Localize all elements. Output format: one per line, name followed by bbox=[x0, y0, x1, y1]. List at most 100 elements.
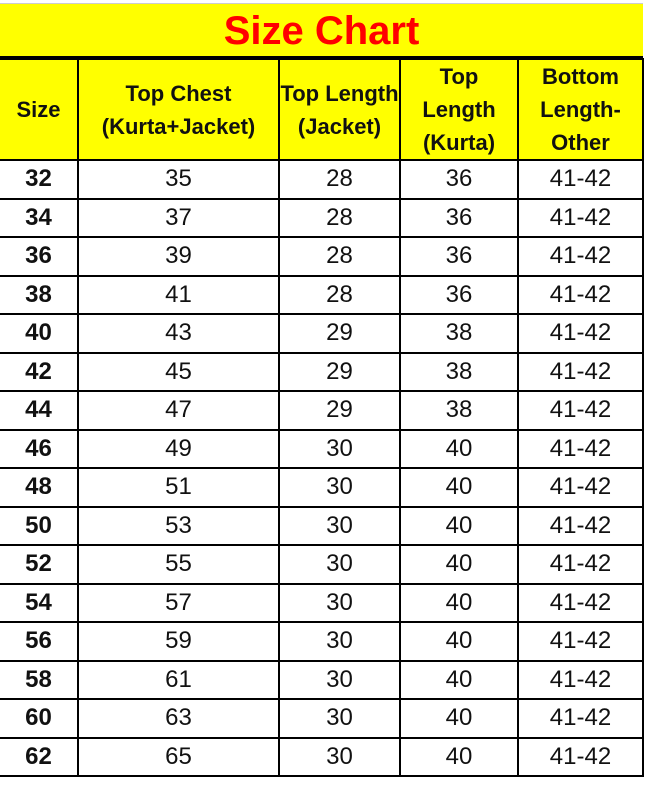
cell-top-length-jacket: 30 bbox=[278, 428, 401, 469]
cell-top-length-kurta: 36 bbox=[399, 159, 519, 200]
cell-top-length-kurta: 40 bbox=[399, 659, 519, 700]
table-row: 40 43 29 38 41-42 bbox=[0, 313, 644, 354]
cell-top-length-kurta: 38 bbox=[399, 313, 519, 354]
table-row: 58 61 30 40 41-42 bbox=[0, 659, 644, 700]
table-row: 48 51 30 40 41-42 bbox=[0, 467, 644, 508]
cell-top-chest: 43 bbox=[77, 313, 280, 354]
cell-size: 34 bbox=[0, 197, 79, 238]
cell-top-chest: 59 bbox=[77, 621, 280, 662]
cell-top-length-jacket: 28 bbox=[278, 274, 401, 315]
cell-top-length-kurta: 40 bbox=[399, 582, 519, 623]
table-row: 38 41 28 36 41-42 bbox=[0, 274, 644, 315]
table-row: 32 35 28 36 41-42 bbox=[0, 159, 644, 200]
cell-top-chest: 57 bbox=[77, 582, 280, 623]
cell-bottom-length: 41-42 bbox=[517, 351, 644, 392]
cell-top-chest: 53 bbox=[77, 505, 280, 546]
header-top-length-jacket: Top Length (Jacket) bbox=[278, 58, 401, 161]
cell-size: 48 bbox=[0, 467, 79, 508]
cell-bottom-length: 41-42 bbox=[517, 659, 644, 700]
table-row: 54 57 30 40 41-42 bbox=[0, 582, 644, 623]
cell-top-length-jacket: 29 bbox=[278, 390, 401, 431]
cell-bottom-length: 41-42 bbox=[517, 390, 644, 431]
header-size: Size bbox=[0, 58, 79, 161]
cell-size: 58 bbox=[0, 659, 79, 700]
table-row: 56 59 30 40 41-42 bbox=[0, 621, 644, 662]
cell-bottom-length: 41-42 bbox=[517, 159, 644, 200]
cell-top-chest: 51 bbox=[77, 467, 280, 508]
cell-bottom-length: 41-42 bbox=[517, 698, 644, 739]
cell-top-chest: 45 bbox=[77, 351, 280, 392]
table-row: 50 53 30 40 41-42 bbox=[0, 505, 644, 546]
cell-top-length-jacket: 29 bbox=[278, 313, 401, 354]
table-row: 52 55 30 40 41-42 bbox=[0, 544, 644, 585]
cell-top-length-kurta: 36 bbox=[399, 197, 519, 238]
cell-top-length-jacket: 29 bbox=[278, 351, 401, 392]
cell-top-chest: 41 bbox=[77, 274, 280, 315]
cell-top-chest: 55 bbox=[77, 544, 280, 585]
cell-top-chest: 37 bbox=[77, 197, 280, 238]
cell-top-chest: 39 bbox=[77, 236, 280, 277]
cell-top-length-kurta: 38 bbox=[399, 390, 519, 431]
cell-bottom-length: 41-42 bbox=[517, 197, 644, 238]
cell-bottom-length: 41-42 bbox=[517, 505, 644, 546]
cell-top-length-jacket: 30 bbox=[278, 698, 401, 739]
table-row: 60 63 30 40 41-42 bbox=[0, 698, 644, 739]
cell-size: 46 bbox=[0, 428, 79, 469]
cell-top-chest: 61 bbox=[77, 659, 280, 700]
cell-top-length-kurta: 36 bbox=[399, 274, 519, 315]
table-row: 36 39 28 36 41-42 bbox=[0, 236, 644, 277]
cell-size: 56 bbox=[0, 621, 79, 662]
cell-bottom-length: 41-42 bbox=[517, 313, 644, 354]
cell-size: 50 bbox=[0, 505, 79, 546]
cell-top-length-jacket: 30 bbox=[278, 736, 401, 777]
header-top-length-kurta: Top Length (Kurta) bbox=[399, 58, 519, 161]
header-top-chest: Top Chest (Kurta+Jacket) bbox=[77, 58, 280, 161]
cell-top-length-jacket: 30 bbox=[278, 505, 401, 546]
cell-top-length-kurta: 40 bbox=[399, 544, 519, 585]
cell-bottom-length: 41-42 bbox=[517, 621, 644, 662]
cell-top-length-jacket: 28 bbox=[278, 197, 401, 238]
cell-top-length-jacket: 28 bbox=[278, 159, 401, 200]
cell-top-length-kurta: 40 bbox=[399, 736, 519, 777]
cell-size: 54 bbox=[0, 582, 79, 623]
cell-bottom-length: 41-42 bbox=[517, 274, 644, 315]
cell-top-length-kurta: 40 bbox=[399, 505, 519, 546]
cell-top-length-kurta: 40 bbox=[399, 467, 519, 508]
cell-top-length-kurta: 36 bbox=[399, 236, 519, 277]
size-table: Size Top Chest (Kurta+Jacket) Top Length… bbox=[0, 58, 644, 777]
cell-top-length-jacket: 30 bbox=[278, 582, 401, 623]
cell-bottom-length: 41-42 bbox=[517, 236, 644, 277]
cell-top-length-kurta: 38 bbox=[399, 351, 519, 392]
chart-title: Size Chart bbox=[0, 4, 643, 58]
cell-top-length-jacket: 30 bbox=[278, 467, 401, 508]
cell-top-chest: 65 bbox=[77, 736, 280, 777]
cell-size: 60 bbox=[0, 698, 79, 739]
cell-size: 44 bbox=[0, 390, 79, 431]
cell-top-chest: 63 bbox=[77, 698, 280, 739]
table-row: 44 47 29 38 41-42 bbox=[0, 390, 644, 431]
size-chart: Size Chart Size Top Chest (Kurta+Jacket)… bbox=[0, 3, 644, 777]
cell-top-chest: 49 bbox=[77, 428, 280, 469]
cell-top-chest: 35 bbox=[77, 159, 280, 200]
cell-top-length-kurta: 40 bbox=[399, 621, 519, 662]
table-row: 62 65 30 40 41-42 bbox=[0, 736, 644, 777]
cell-top-length-jacket: 30 bbox=[278, 621, 401, 662]
cell-size: 38 bbox=[0, 274, 79, 315]
cell-size: 40 bbox=[0, 313, 79, 354]
cell-top-length-jacket: 28 bbox=[278, 236, 401, 277]
cell-bottom-length: 41-42 bbox=[517, 467, 644, 508]
cell-bottom-length: 41-42 bbox=[517, 736, 644, 777]
cell-top-length-jacket: 30 bbox=[278, 659, 401, 700]
cell-bottom-length: 41-42 bbox=[517, 428, 644, 469]
table-row: 34 37 28 36 41-42 bbox=[0, 197, 644, 238]
header-bottom-length: Bottom Length-Other bbox=[517, 58, 644, 161]
table-row: 46 49 30 40 41-42 bbox=[0, 428, 644, 469]
cell-bottom-length: 41-42 bbox=[517, 544, 644, 585]
cell-size: 36 bbox=[0, 236, 79, 277]
cell-size: 52 bbox=[0, 544, 79, 585]
cell-size: 62 bbox=[0, 736, 79, 777]
cell-size: 42 bbox=[0, 351, 79, 392]
cell-bottom-length: 41-42 bbox=[517, 582, 644, 623]
header-row: Size Top Chest (Kurta+Jacket) Top Length… bbox=[0, 58, 644, 161]
cell-top-length-jacket: 30 bbox=[278, 544, 401, 585]
